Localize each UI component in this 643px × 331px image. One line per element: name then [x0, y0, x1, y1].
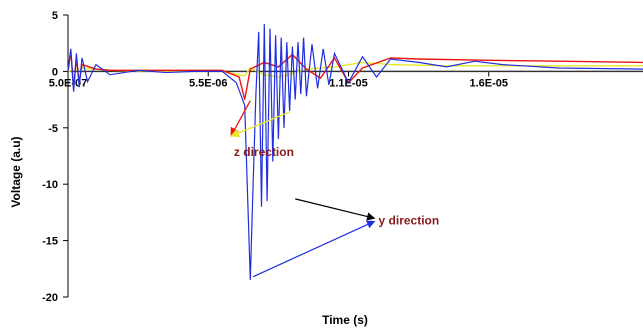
y-tick-label: -10: [42, 179, 58, 191]
y-tick-label: -15: [42, 236, 58, 248]
y-tick-label: -5: [48, 123, 58, 135]
series-lines: [67, 23, 643, 281]
x-tick-label: 5.0E-07: [49, 77, 88, 89]
y-tick-label: 5: [52, 10, 58, 22]
annotations: z direction y direction: [230, 100, 440, 278]
series-line: [67, 51, 643, 100]
y-tick-label: 0: [52, 66, 58, 78]
y-direction-label: y direction: [379, 213, 440, 227]
y-arrow-blue: [252, 220, 376, 278]
y-axis: 5 0 -5 -10 -15 -20: [42, 10, 69, 304]
y-tick-label: -20: [42, 292, 58, 304]
z-arrow-red: [230, 100, 251, 137]
z-direction-label: z direction: [234, 145, 294, 159]
y-axis-title: Voltage (a.u): [9, 136, 23, 207]
series-line: [67, 23, 643, 281]
x-axis-title: Time (s): [322, 313, 368, 327]
x-axis: 5.0E-07 5.5E-06 1.1E-05 1.6E-05: [49, 70, 643, 89]
z-arrow-yellow: [230, 111, 290, 138]
y-arrow-black: [295, 198, 376, 221]
x-tick-label: 1.6E-05: [469, 77, 508, 89]
x-tick-label: 5.5E-06: [189, 77, 228, 89]
